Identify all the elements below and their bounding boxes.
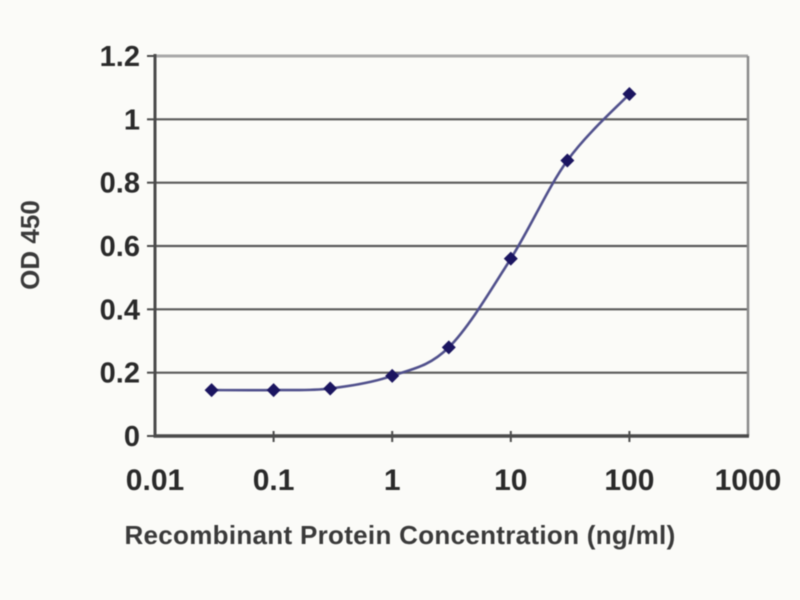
x-tick-label-1000: 1000 [715,464,782,497]
data-point-marker-0.3 [323,381,338,396]
data-point-marker-30 [560,153,575,168]
data-point-marker-10 [503,251,518,266]
gridlines-layer [155,54,750,436]
y-tick-label-1: 1 [124,104,140,136]
y-tick-label-0.8: 0.8 [100,168,140,200]
x-tick-label-1: 1 [384,464,401,497]
y-tick-label-0.6: 0.6 [100,231,140,263]
x-axis-title: Recombinant Protein Concentration (ng/ml… [124,520,676,550]
tick-labels-layer: 0 0.2 0.4 0.6 0.8 1 1.2 0.01 0.1 1 10 100 1000 [100,41,782,497]
data-point-marker-1 [385,368,400,383]
data-point-marker-100 [622,87,637,101]
y-tick-label-0.2: 0.2 [100,358,140,390]
x-tick-label-0.1: 0.1 [253,464,295,497]
x-tick-label-10: 10 [494,464,527,497]
data-point-marker-0.1 [266,383,281,398]
y-axis-title: OD 450 [15,200,45,290]
x-tick-label-100: 100 [604,464,654,497]
axes-layer [147,54,749,442]
series-line [211,93,631,392]
data-point-marker-3 [441,340,456,355]
data-series-layer [204,87,637,398]
y-tick-label-0.4: 0.4 [100,294,140,326]
y-tick-label-0: 0 [124,421,140,453]
y-tick-label-1.2: 1.2 [100,41,140,73]
data-point-marker-0.03 [204,383,219,398]
x-tick-label-0.01: 0.01 [126,464,184,497]
